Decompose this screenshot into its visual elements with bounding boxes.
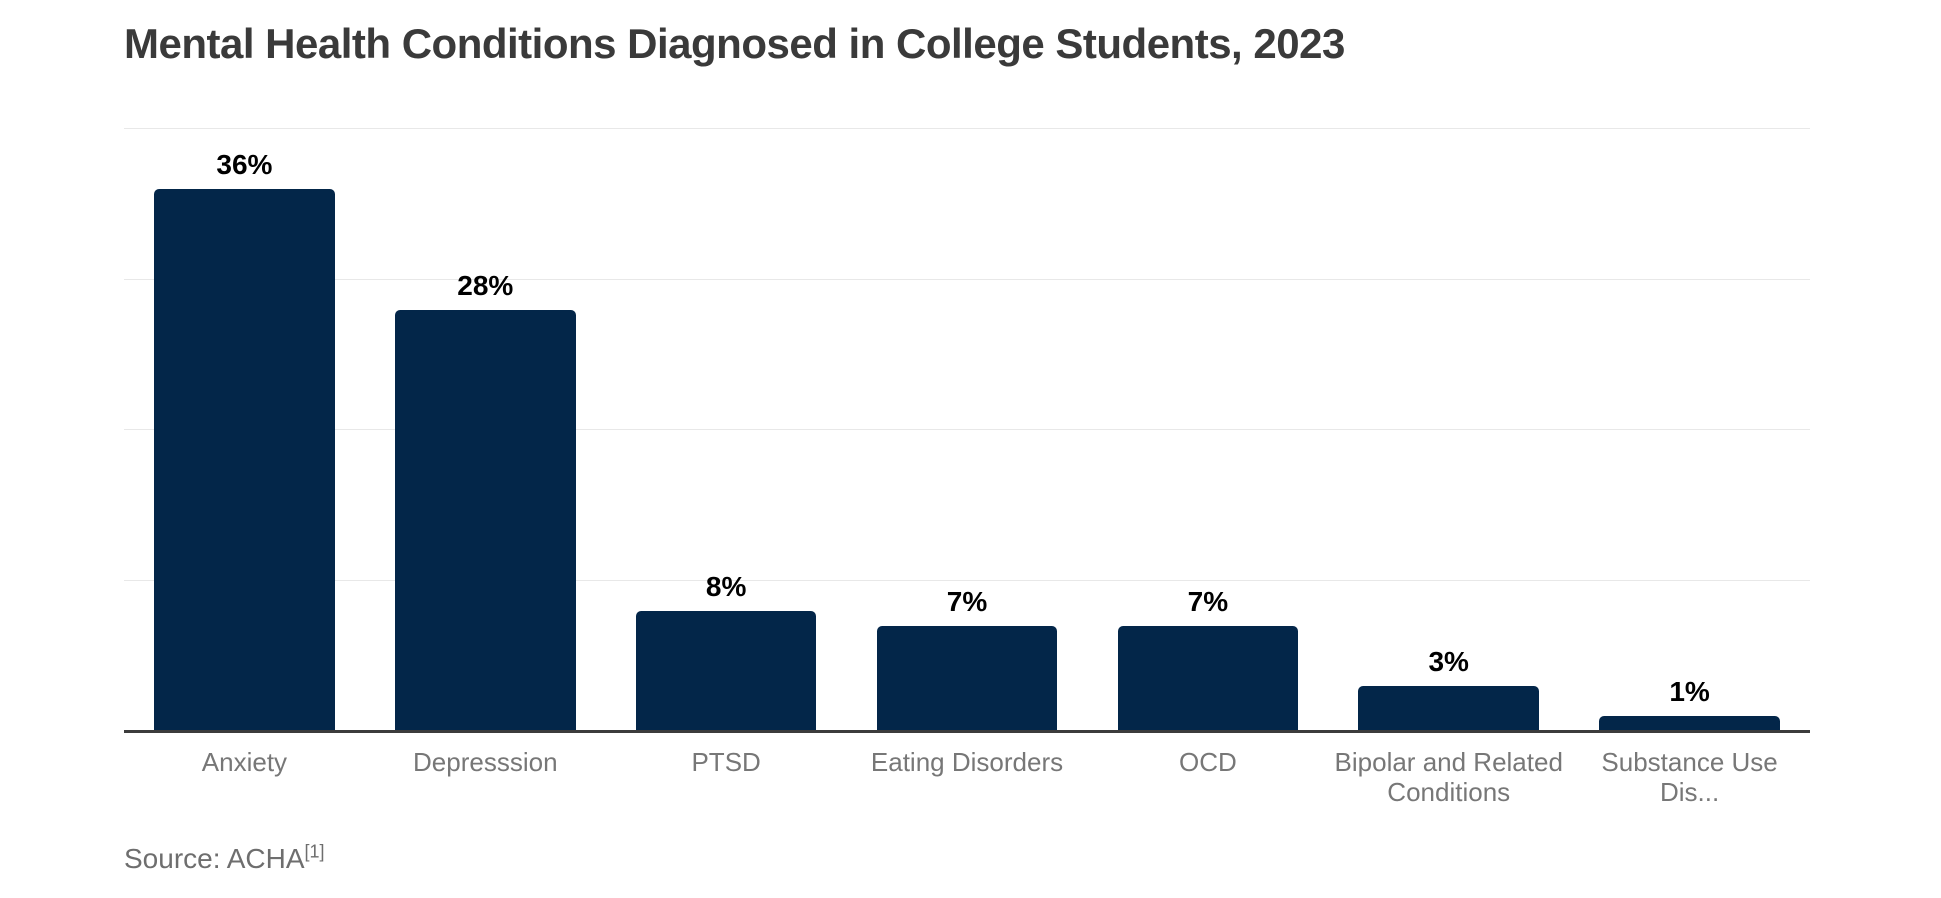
bar-slot-bipolar-and-related-conditions: 3% <box>1328 129 1569 731</box>
plot-area: 36% 28% 8% 7% 7% 3% 1% <box>124 128 1810 731</box>
value-label-substance-use-dis: 1% <box>1669 675 1710 707</box>
bar-anxiety <box>154 189 335 731</box>
source-citation-superscript: [1] <box>304 841 325 862</box>
gridline-20 <box>124 429 1810 430</box>
category-label-substance-use-dis: Substance Use Dis... <box>1601 747 1778 807</box>
source-note: Source: ACHA[1] <box>124 843 325 875</box>
category-label-eating-disorders: Eating Disorders <box>870 747 1064 777</box>
bar-slot-substance-use-dis: 1% <box>1569 129 1810 731</box>
value-label-bipolar-and-related-conditions: 3% <box>1428 645 1469 677</box>
value-label-depresssion: 28% <box>457 269 514 301</box>
bar-slot-eating-disorders: 7% <box>847 129 1088 731</box>
bar-eating-disorders <box>876 625 1058 731</box>
bar-slot-depresssion: 28% <box>365 129 606 731</box>
bar-ocd <box>1117 625 1299 731</box>
gridline-10 <box>124 579 1810 581</box>
value-label-eating-disorders: 7% <box>946 585 988 617</box>
bar-depresssion <box>394 309 576 731</box>
value-label-anxiety: 36% <box>216 149 273 181</box>
category-label-bipolar-and-related-conditions: Bipolar and Related Conditions <box>1334 747 1563 807</box>
value-label-ocd: 7% <box>1187 585 1229 617</box>
bar-substance-use-dis <box>1599 715 1780 731</box>
source-text: Source: ACHA <box>124 843 305 874</box>
value-label-ptsd: 8% <box>705 570 747 602</box>
category-label-depresssion: Depresssion <box>413 747 558 777</box>
category-label-ptsd: PTSD <box>691 747 761 777</box>
bar-slot-anxiety: 36% <box>124 129 365 731</box>
bar-ptsd <box>635 610 817 731</box>
gridline-40 <box>124 128 1810 129</box>
bars-group: 36% 28% 8% 7% 7% 3% 1% <box>124 129 1810 731</box>
bar-bipolar-and-related-conditions <box>1358 685 1540 731</box>
x-axis-labels: Anxiety Depresssion PTSD Eating Disorders OC… <box>124 747 1810 808</box>
chart-title: Mental Health Conditions Diagnosed in Co… <box>124 20 1345 67</box>
category-label-ocd: OCD <box>1178 747 1237 777</box>
bar-slot-ocd: 7% <box>1087 129 1328 731</box>
x-axis-line <box>124 730 1810 733</box>
gridline-30 <box>124 278 1810 280</box>
category-label-anxiety: Anxiety <box>201 747 288 777</box>
bar-slot-ptsd: 8% <box>606 129 847 731</box>
